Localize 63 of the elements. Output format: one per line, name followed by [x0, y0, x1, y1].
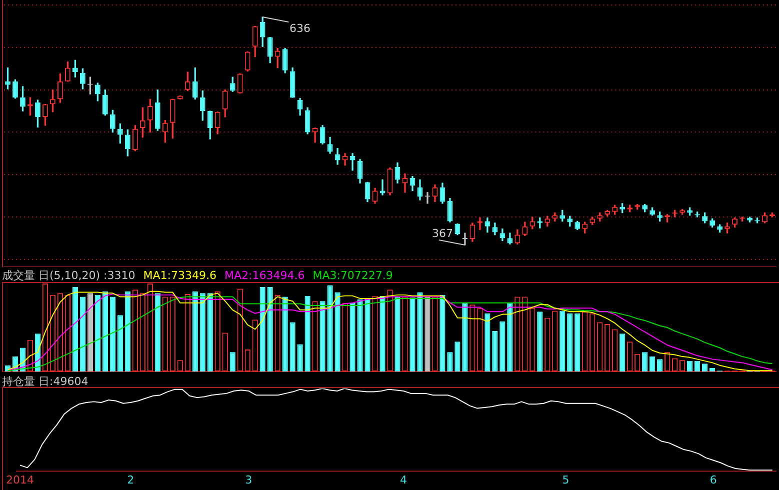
- bar: [260, 287, 266, 372]
- bar: [694, 360, 700, 372]
- bar: [492, 331, 498, 372]
- bar: [117, 315, 123, 372]
- bar: [462, 302, 468, 372]
- bar: [87, 293, 94, 372]
- x-tick-label: 4: [400, 473, 408, 486]
- x-tick-label: 5: [562, 473, 570, 486]
- bar: [327, 285, 333, 372]
- chart-title: 成交量 日(5,10,20) :3310: [2, 269, 136, 282]
- candlestick: [380, 179, 386, 196]
- bar: [357, 299, 363, 372]
- x-tick-label: 3: [245, 473, 252, 486]
- bar: [642, 352, 648, 372]
- bar: [380, 296, 386, 372]
- bar: [334, 292, 340, 372]
- bar: [620, 334, 626, 372]
- series-label: MA1:73349.6: [143, 269, 216, 282]
- bar: [94, 294, 100, 372]
- candlestick: [462, 232, 468, 246]
- bar: [567, 313, 573, 372]
- bar: [154, 293, 160, 372]
- bar: [304, 296, 310, 372]
- bar: [80, 296, 86, 372]
- x-tick-label: 2: [127, 473, 134, 486]
- bar: [110, 296, 116, 372]
- bar: [230, 352, 236, 372]
- bar: [350, 302, 356, 372]
- chart-title: 持仓量 日:49604: [2, 375, 88, 388]
- bar: [297, 344, 303, 372]
- x-tick-label: 2014: [6, 473, 34, 486]
- x-tick-label: 6: [710, 473, 717, 486]
- bar: [484, 313, 490, 372]
- bar: [72, 287, 78, 372]
- bar: [200, 293, 206, 372]
- bar: [364, 298, 370, 372]
- bar: [454, 342, 460, 372]
- bar: [500, 321, 506, 372]
- bar: [102, 291, 108, 372]
- bar: [124, 291, 130, 372]
- bar: [507, 302, 513, 372]
- bar: [207, 293, 213, 372]
- bar: [687, 360, 693, 372]
- bar: [320, 301, 326, 372]
- bar: [424, 296, 430, 372]
- bar: [537, 312, 543, 372]
- bar: [574, 313, 580, 372]
- bar: [440, 294, 446, 372]
- series-label: MA2:163494.6: [224, 269, 305, 282]
- bar: [560, 310, 566, 372]
- bar: [394, 296, 400, 372]
- bar: [410, 298, 416, 372]
- bar: [267, 287, 273, 372]
- annotation: 367: [432, 226, 453, 240]
- bar: [192, 291, 198, 372]
- bar: [650, 356, 656, 372]
- bar: [290, 322, 296, 372]
- bar: [282, 296, 288, 372]
- bar: [657, 359, 663, 372]
- annotation: 636: [290, 22, 311, 35]
- bar: [447, 352, 453, 372]
- series-label: MA3:707227.9: [312, 269, 393, 282]
- bar: [417, 292, 423, 372]
